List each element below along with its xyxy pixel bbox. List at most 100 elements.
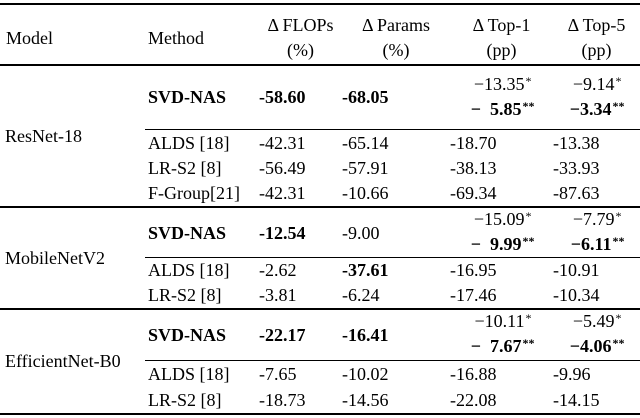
star-superscript: * [525,311,532,325]
star-superscript: ** [612,234,625,248]
top1-value: −13.35 * − 5.85 ** [450,66,553,129]
top1-value: −10.11 * − 7.67 ** [450,310,553,360]
header-line2: (pp) [486,40,517,60]
top5-line2-number: −4.06 [569,336,612,356]
method-cell: ALDS [18] [148,132,230,153]
star-superscript: * [525,209,532,223]
star-superscript: ** [522,336,535,350]
model-label: EfficientNet-B0 [5,351,121,371]
data-row: ALDS [18] -42.31 -65.14 -18.70 -13.38 [0,130,640,156]
top5-value: −5.49 * −4.06 ** [553,310,640,360]
method-cell: ALDS [18] [148,260,230,280]
top5-value: −7.79 * −6.11 ** [553,208,640,258]
params-value: -57.91 [342,158,389,178]
star-superscript: * [525,73,532,88]
top1-line2-number: − 7.67 [470,336,522,356]
table-header: Model Method Δ FLOPs (%) Δ Params (%) Δ … [0,5,640,64]
params-value: -65.14 [342,132,389,153]
top5-value: -13.38 [553,132,600,153]
header-line2: (%) [287,40,314,60]
params-value: -68.05 [342,87,389,107]
header-line2: (%) [382,40,410,60]
header-delta-top1: Δ Top-1 (pp) [450,5,553,64]
params-value: -6.24 [342,285,380,305]
method-cell: F-Group[21] [148,183,240,203]
data-row: F-Group[21] -42.31 -10.66 -69.34 -87.63 [0,181,640,206]
flops-value: -7.65 [259,363,297,384]
top5-value: -10.91 [553,260,600,280]
bottom-rule [0,413,640,415]
method-cell: LR-S2 [8] [148,158,222,178]
flops-value: -18.73 [259,389,306,410]
top1-value: -22.08 [450,389,497,410]
top1-value: -69.34 [450,183,497,203]
top5-line1: −5.49 * [572,310,622,335]
svd-separator-rule [145,257,640,258]
section-rule [0,206,640,208]
star-superscript: ** [612,336,625,350]
star-superscript: * [615,209,622,223]
top1-value: -18.70 [450,132,497,153]
params-value: -9.00 [342,222,380,243]
top1-value: -16.95 [450,260,497,280]
flops-value: -56.49 [259,158,306,178]
flops-value: -42.31 [259,132,306,153]
svd-nas-row: SVD-NAS -58.60 -68.05 −13.35 * − 5.85 ** −… [0,66,640,129]
svd-nas-row: SVD-NAS -12.54 -9.00 −15.09 * − 9.99 ** −7… [0,208,640,257]
header-model: Model [6,28,53,48]
top5-value: -9.96 [553,363,591,384]
header-line1: Δ FLOPs [267,15,334,35]
top5-line1: −7.79 * [572,208,622,233]
header-rule [0,64,640,66]
top5-line1-number: −9.14 [572,73,615,94]
params-value: -16.41 [342,324,389,345]
top5-value: -87.63 [553,183,600,203]
data-row: LR-S2 [8] -3.81 -6.24 -17.46 -10.34 [0,283,640,308]
top5-line1-number: −7.79 [572,209,615,229]
star-superscript: ** [522,234,535,248]
top-rule [0,3,640,5]
data-row: ALDS [18] -2.62 -37.61 -16.95 -10.91 [0,258,640,283]
top5-line2: −6.11 ** [569,233,625,258]
star-superscript: * [615,73,622,88]
flops-value: -22.17 [259,324,306,345]
header-line1: Δ Top-5 [567,15,626,35]
top5-line1-number: −5.49 [572,311,615,331]
section-efficientnet-b0: EfficientNet-B0 SVD-NAS -22.17 -16.41 −1… [0,310,640,413]
top1-value: -17.46 [450,285,497,305]
top5-line2-number: −6.11 [570,234,612,254]
svd-separator-rule [145,360,640,361]
flops-value: -3.81 [259,285,297,305]
top1-line1: −13.35 * [472,73,532,98]
top1-value: -38.13 [450,158,497,178]
svd-separator-rule [145,129,640,130]
data-row: LR-S2 [8] -56.49 -57.91 -38.13 -33.93 [0,156,640,181]
params-value: -10.02 [342,363,389,384]
method-cell: SVD-NAS [148,324,227,345]
top5-line2: −4.06 ** [569,335,625,360]
method-cell: ALDS [18] [148,363,230,384]
top1-line1-number: −13.35 [473,73,525,94]
flops-value: -12.54 [259,222,306,243]
header-line1: Δ Params [361,15,431,35]
method-cell: SVD-NAS [148,222,227,243]
star-superscript: ** [522,98,535,113]
top5-line2: −3.34 ** [569,98,625,123]
top1-line2: − 7.67 ** [469,335,535,360]
flops-value: -58.60 [259,87,306,107]
top5-value: -14.15 [553,389,600,410]
header-delta-flops: Δ FLOPs (%) [259,5,342,64]
top1-line1: −15.09 * [472,208,532,233]
top5-line1: −9.14 * [572,73,622,98]
svd-nas-row: SVD-NAS -22.17 -16.41 −10.11 * − 7.67 ** −… [0,310,640,360]
data-row: ALDS [18] -7.65 -10.02 -16.88 -9.96 [0,361,640,387]
model-label: MobileNetV2 [5,247,105,268]
params-value: -14.56 [342,389,389,410]
header-delta-params: Δ Params (%) [342,5,450,64]
method-cell: LR-S2 [8] [148,285,222,305]
top5-value: -10.34 [553,285,600,305]
star-superscript: * [615,311,622,325]
section-resnet18: ResNet-18 SVD-NAS -58.60 -68.05 −13.35 * … [0,66,640,206]
flops-value: -42.31 [259,183,306,203]
